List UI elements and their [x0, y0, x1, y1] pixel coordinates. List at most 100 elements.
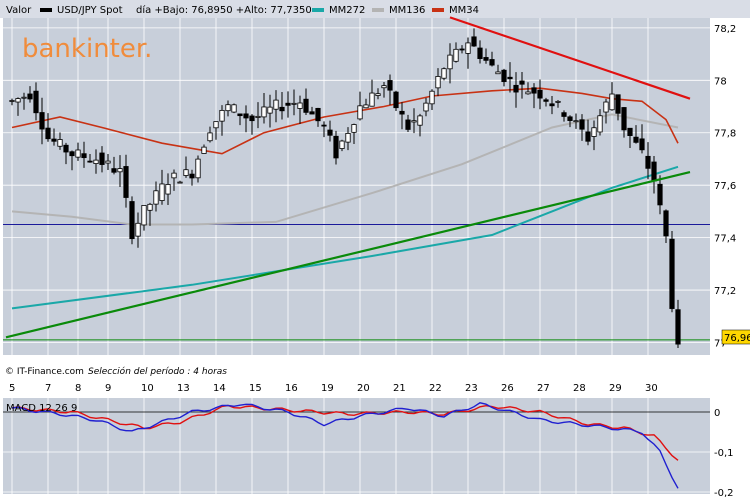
trend-support-line [5, 171, 691, 339]
candle [507, 62, 513, 93]
macd-y-tick-label: 0 [714, 408, 720, 419]
candle [21, 92, 27, 110]
candle [489, 51, 495, 67]
candle [255, 102, 261, 129]
candle [177, 180, 183, 184]
candle [57, 132, 63, 150]
header-label: Valor [6, 5, 32, 16]
price-label: 76,9650 [724, 333, 750, 344]
candle [561, 110, 567, 122]
candle [519, 72, 525, 99]
mm34-line [11, 87, 679, 155]
candle [633, 125, 639, 144]
candle [351, 123, 357, 145]
candle [435, 68, 441, 97]
candle [645, 142, 651, 180]
mm34-legend-swatch [432, 8, 444, 12]
mm272-line [11, 165, 679, 310]
candle [573, 113, 579, 129]
x-tick-label: 13 [177, 383, 190, 394]
candle [45, 113, 51, 142]
macd-label: MACD 12 26 9 [6, 403, 77, 414]
candle [363, 98, 369, 109]
candle [327, 120, 333, 142]
x-tick-label: 20 [357, 383, 370, 394]
candle [495, 64, 501, 75]
candle [345, 127, 351, 151]
y-tick-label: 78 [714, 76, 727, 87]
candle [537, 79, 543, 110]
candle [381, 82, 387, 98]
candle [471, 28, 477, 47]
candle [675, 299, 681, 349]
candle [285, 91, 291, 118]
candle [603, 98, 609, 124]
macd-y-tick-label: -0,1 [714, 448, 734, 459]
candle [261, 93, 267, 124]
candle [249, 114, 255, 135]
candle [279, 92, 285, 120]
candle [111, 156, 117, 175]
x-tick-label: 14 [213, 383, 226, 394]
candle [669, 231, 675, 313]
candle [69, 150, 75, 171]
candle [441, 67, 447, 81]
candle [525, 82, 531, 95]
x-tick-label: 7 [45, 383, 51, 394]
candle [399, 102, 405, 130]
candle [99, 146, 105, 173]
x-tick-label: 9 [105, 383, 111, 394]
x-tick-label: 28 [573, 383, 586, 394]
y-tick-label: 77,8 [714, 129, 736, 140]
candle [405, 114, 411, 132]
candle [129, 196, 135, 245]
mm272-legend-swatch [312, 8, 324, 12]
header-stats: día +Bajo: 76,8950 +Alto: 77,7350 [136, 4, 312, 16]
candle [147, 202, 153, 226]
x-tick-label: 5 [9, 383, 15, 394]
macd-line [11, 402, 679, 489]
candle [219, 105, 225, 136]
candle [225, 100, 231, 117]
macd-y-axis: 0 -0,1 -0,2 [714, 408, 734, 499]
candle [171, 169, 177, 191]
candle [477, 40, 483, 64]
x-tick-label: 15 [249, 383, 262, 394]
candle [159, 169, 165, 205]
candle [141, 205, 147, 231]
mm136-legend-swatch [372, 8, 384, 12]
candle [201, 144, 207, 154]
y-axis: 77 77,2 77,4 77,6 77,8 78 78,2 [714, 24, 736, 350]
candle [309, 106, 315, 115]
candle [591, 120, 597, 151]
x-tick-label: 23 [465, 383, 478, 394]
candle [303, 88, 309, 116]
candle [597, 109, 603, 136]
candle [369, 79, 375, 107]
candle [513, 72, 519, 108]
x-axis: 5 7 8 9 10 13 14 15 16 19 20 21 22 23 26 27 28 29 30 [9, 383, 658, 394]
candle [453, 42, 459, 63]
candle [429, 89, 435, 110]
main-panel [3, 18, 710, 355]
candle [615, 94, 621, 121]
mm34-legend-label: MM34 [449, 5, 479, 16]
candle [9, 98, 15, 106]
trend-resistance-line [449, 16, 691, 100]
macd-signal-line [11, 404, 679, 461]
mm136-legend-label: MM136 [389, 5, 425, 16]
candle [549, 96, 555, 115]
mm272-legend-label: MM272 [329, 5, 365, 16]
candle [15, 97, 21, 116]
candle [423, 97, 429, 117]
candle [33, 82, 39, 121]
x-tick-label: 30 [645, 383, 658, 394]
candle [657, 175, 663, 215]
candle [501, 68, 507, 87]
price-label-box [721, 329, 750, 345]
candle [267, 94, 273, 128]
candle [459, 45, 465, 54]
candle [291, 89, 297, 116]
candle [411, 108, 417, 134]
